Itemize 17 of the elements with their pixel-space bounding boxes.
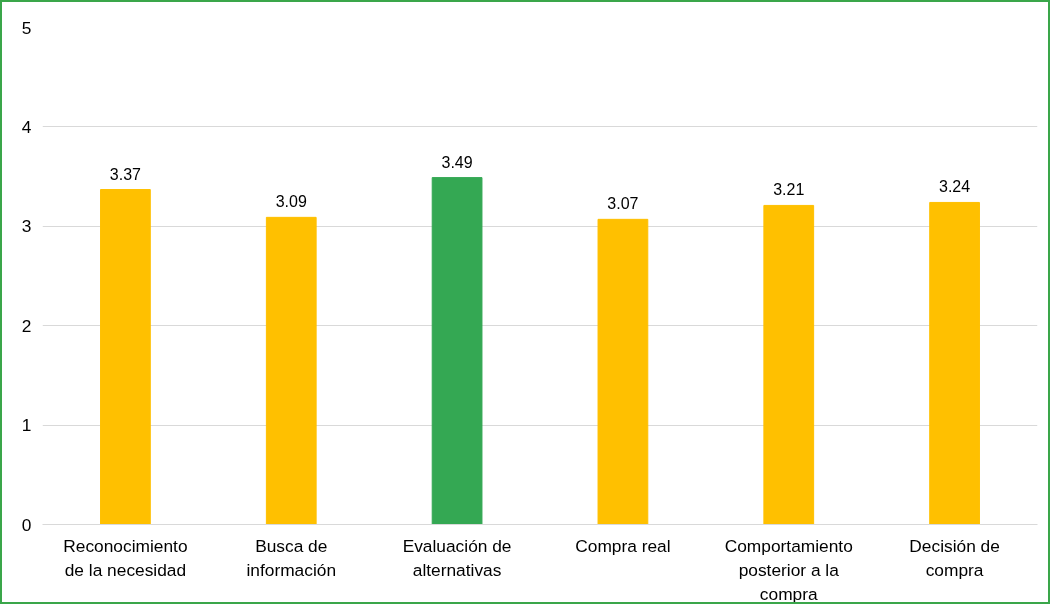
data-label: 3.37 [109, 165, 142, 183]
y-tick-label: 5 [21, 17, 32, 38]
x-tick-label: Compra real [575, 535, 671, 556]
data-label: 3.07 [607, 195, 639, 213]
y-tick-label: 0 [21, 514, 32, 535]
x-tick-label: Decisión de compra [909, 535, 1000, 580]
y-tick-label: 4 [21, 116, 32, 137]
y-tick-label: 2 [21, 315, 32, 336]
x-tick-label: Evaluación de alternativas [402, 535, 512, 580]
data-label: 3.24 [939, 178, 971, 196]
x-tick-label: Busca de información [246, 535, 337, 580]
y-tick-label: 1 [21, 415, 32, 436]
x-tick-label: Reconocimiento de la necesidad [63, 535, 188, 580]
data-label: 3.49 [441, 153, 473, 171]
data-label: 3.09 [275, 193, 307, 211]
y-tick-label: 3 [21, 216, 32, 237]
data-label: 3.21 [773, 181, 805, 199]
